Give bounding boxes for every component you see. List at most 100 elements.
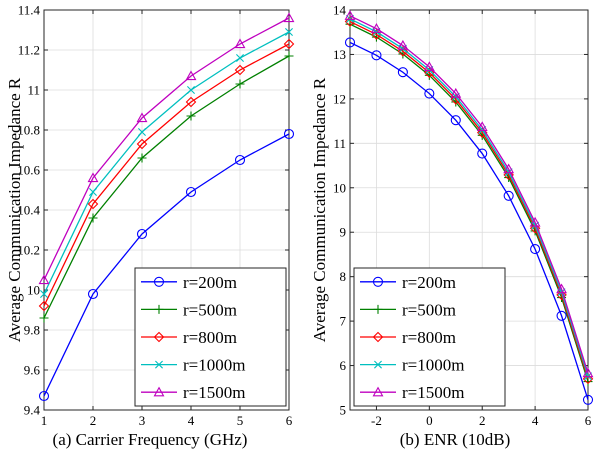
legend-marker xyxy=(155,360,163,369)
legend-entry: r=200m xyxy=(141,273,237,292)
data-point xyxy=(38,390,50,402)
data-point xyxy=(530,244,541,255)
series-line xyxy=(43,43,290,307)
y-tick-label: 12 xyxy=(333,91,346,106)
series-line xyxy=(43,31,290,295)
legend-marker xyxy=(372,386,384,397)
series-line xyxy=(43,17,290,281)
y-tick-label: 9.4 xyxy=(24,403,41,418)
y-tick-label: 11.2 xyxy=(18,43,40,58)
data-point xyxy=(234,154,246,166)
legend-entry: r=800m xyxy=(360,328,456,347)
data-point xyxy=(138,128,146,136)
legend-label: r=1500m xyxy=(183,383,245,402)
data-point xyxy=(397,46,409,57)
data-point xyxy=(38,274,50,285)
x-tick-label: 2 xyxy=(479,413,486,428)
legend-marker xyxy=(373,304,383,314)
legend-label: r=1500m xyxy=(402,383,464,402)
x-tick-label: 0 xyxy=(426,413,433,428)
series-line xyxy=(349,15,589,374)
legend-label: r=800m xyxy=(402,328,456,347)
data-point xyxy=(556,283,567,294)
legend-marker xyxy=(372,331,384,343)
series-line xyxy=(349,18,589,377)
chart-panel-a: 1 2 3 4 5 6 9.4 9.6 9.8 10 10.2 10.4 10.6 10.8 11 11.2 1… xyxy=(5,3,295,449)
data-point xyxy=(234,38,246,49)
series-r=1500m xyxy=(38,12,295,285)
data-point xyxy=(283,12,295,23)
x-tick-label: 3 xyxy=(139,413,146,428)
data-point xyxy=(503,190,514,201)
legend: r=200m r=500m r=800m r=1000m r=1500m xyxy=(353,267,506,407)
data-point xyxy=(87,288,99,300)
data-point xyxy=(236,54,244,62)
x-tick-label: 1 xyxy=(41,413,48,428)
x-tick-label: 6 xyxy=(286,413,293,428)
legend-label: r=1000m xyxy=(183,356,245,375)
y-tick-label: 6 xyxy=(340,358,347,373)
y-tick-label: 11.4 xyxy=(18,3,41,18)
series-r=200m xyxy=(38,128,295,402)
legend-label: r=500m xyxy=(183,300,237,319)
data-point xyxy=(283,128,295,140)
axes-box xyxy=(349,9,589,411)
data-point xyxy=(344,37,356,48)
y-tick-label: 10.8 xyxy=(17,123,40,138)
y-tick-label: 9.8 xyxy=(24,323,40,338)
data-point xyxy=(38,300,50,312)
y-tick-label: 9 xyxy=(340,225,347,240)
x-tick-label: 6 xyxy=(585,413,592,428)
data-point xyxy=(344,10,356,20)
data-point xyxy=(529,222,541,234)
legend-label: r=1000m xyxy=(402,356,464,375)
data-point xyxy=(556,289,567,301)
y-tick-label: 13 xyxy=(333,47,346,62)
data-point xyxy=(284,51,294,61)
series-line xyxy=(349,20,589,380)
legend-entry: r=500m xyxy=(141,300,237,319)
y-tick-label: 10.6 xyxy=(17,163,40,178)
y-tick-label: 10.2 xyxy=(17,243,40,258)
y-axis-label: Average Communication Impedance R xyxy=(5,77,24,342)
data-point xyxy=(529,216,541,227)
legend-label: r=200m xyxy=(402,273,456,292)
data-point xyxy=(371,23,382,33)
data-point xyxy=(40,290,48,298)
data-point xyxy=(185,186,197,198)
series-r=200m xyxy=(344,37,594,405)
data-point xyxy=(450,115,461,126)
y-tick-label: 14 xyxy=(333,3,347,18)
x-tick-label: -2 xyxy=(371,413,382,428)
data-point xyxy=(87,198,99,210)
data-point xyxy=(345,19,355,29)
data-point xyxy=(87,172,99,183)
data-point xyxy=(450,87,462,98)
panel-caption: (b) ENR (10dB) xyxy=(400,430,510,449)
data-point xyxy=(185,96,197,108)
x-tick-label: 5 xyxy=(237,413,244,428)
data-point xyxy=(424,88,435,99)
panel-caption: (a) Carrier Frequency (GHz) xyxy=(53,430,248,449)
legend-label: r=500m xyxy=(402,300,456,319)
data-point xyxy=(371,50,382,61)
series-line xyxy=(349,41,589,400)
x-tick-label: 4 xyxy=(532,413,539,428)
data-point xyxy=(88,213,98,223)
data-point xyxy=(136,112,148,123)
data-point xyxy=(185,70,197,81)
legend-entry: r=1500m xyxy=(360,383,464,402)
y-tick-label: 9.6 xyxy=(24,363,41,378)
chart-panel-b: -2 0 2 4 6 5 6 7 8 9 10 11 12 13 14 Average Communicati… xyxy=(310,3,594,449)
data-point xyxy=(582,367,594,378)
legend-marker xyxy=(153,276,165,287)
data-point xyxy=(477,148,488,159)
legend-entry: r=800m xyxy=(141,328,237,347)
legend-marker xyxy=(153,386,165,397)
legend-entry: r=1000m xyxy=(141,356,245,375)
series-line xyxy=(43,133,290,397)
y-tick-label: 10 xyxy=(333,180,346,195)
data-point xyxy=(89,188,97,196)
data-point xyxy=(285,28,293,36)
x-tick-label: 2 xyxy=(90,413,97,428)
